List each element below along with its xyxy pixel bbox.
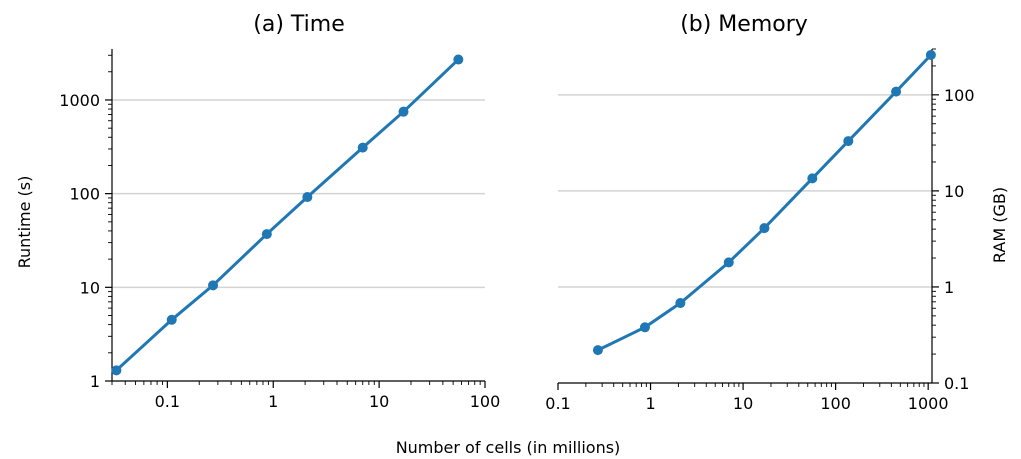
- memory-y-tick-label: 0.1: [944, 374, 969, 393]
- time-data-point: [166, 314, 177, 325]
- memory-data-point: [925, 49, 936, 60]
- memory-data-point: [891, 86, 902, 97]
- time-y-tick-label: 10: [80, 278, 100, 297]
- time-data-point: [357, 142, 368, 153]
- time-series: [111, 54, 464, 376]
- memory-data-point: [592, 345, 603, 356]
- time-y-tick-label: 1000: [59, 91, 100, 110]
- memory-grid: [558, 94, 932, 288]
- time-y-tick-label: 1: [90, 372, 100, 391]
- memory-y-tick-label: 1: [944, 278, 954, 297]
- time-data-point: [261, 229, 272, 240]
- ram-axis-label: RAM (GB): [990, 187, 1009, 263]
- time-data-point: [302, 192, 313, 203]
- time-data-point: [453, 54, 464, 65]
- runtime-axis-label: Runtime (s): [15, 176, 34, 269]
- time-chart: 0.1 1 10 100 1 10 100 1000 (a) Time Runtime (s): [15, 12, 500, 411]
- memory-series-line: [597, 53, 932, 352]
- time-data-point: [398, 106, 409, 117]
- memory-y-tick-label: 100: [944, 86, 975, 105]
- memory-data-point: [723, 257, 734, 268]
- time-chart-title: (a) Time: [253, 12, 344, 37]
- memory-y-tick-label: 10: [944, 182, 964, 201]
- time-x-tick-label: 1: [268, 392, 278, 411]
- memory-data-point: [639, 322, 650, 333]
- memory-x-tick-label: 100: [820, 394, 851, 413]
- time-y-tick-label: 100: [69, 185, 100, 204]
- time-data-point: [208, 280, 219, 291]
- time-series-line: [115, 58, 460, 372]
- shared-x-axis-label: Number of cells (in millions): [396, 438, 621, 457]
- memory-x-tick-label: 10: [733, 394, 753, 413]
- time-data-point: [111, 365, 122, 376]
- memory-x-tick-label: 1: [645, 394, 655, 413]
- time-x-tick-label: 0.1: [155, 392, 180, 411]
- memory-data-point: [807, 173, 818, 184]
- time-x-tick-label: 10: [369, 392, 389, 411]
- memory-data-point: [759, 223, 770, 234]
- time-axes: 0.1 1 10 100 1 10 100 1000: [59, 49, 500, 411]
- time-x-tick-label: 100: [470, 392, 501, 411]
- memory-chart-title: (b) Memory: [680, 12, 808, 37]
- memory-x-tick-label: 0.1: [545, 394, 570, 413]
- time-grid: [112, 99, 485, 289]
- memory-data-point: [843, 136, 854, 147]
- memory-series: [592, 49, 936, 356]
- memory-data-point: [675, 298, 686, 309]
- memory-x-tick-label: 1000: [908, 394, 949, 413]
